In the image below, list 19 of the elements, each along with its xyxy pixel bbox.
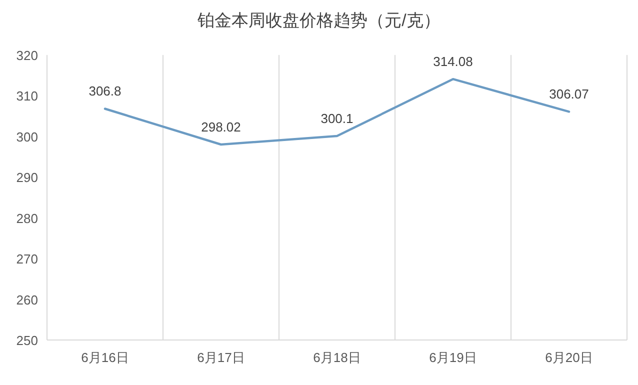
data-label: 306.8 <box>88 84 122 99</box>
y-tick-label: 250 <box>16 333 38 348</box>
y-tick-label: 310 <box>16 88 38 104</box>
x-tick-label: 6月18日 <box>313 350 361 365</box>
data-label: 300.1 <box>320 111 354 126</box>
y-tick-label: 300 <box>16 129 38 144</box>
data-label: 306.07 <box>549 86 589 102</box>
y-tick-label: 270 <box>16 252 38 267</box>
chart-title: 铂金本周收盘价格趋势（元/克） <box>196 11 440 30</box>
x-tick-label: 6月19日 <box>429 350 477 365</box>
y-tick-label: 320 <box>16 48 38 63</box>
y-tick-label: 260 <box>16 292 38 308</box>
data-label: 314.08 <box>433 54 473 70</box>
x-tick-label: 6月17日 <box>197 350 245 365</box>
y-tick-label: 280 <box>16 210 38 226</box>
y-tick-label: 290 <box>16 170 38 186</box>
data-label: 298.02 <box>201 119 241 134</box>
x-tick-label: 6月20日 <box>545 350 593 365</box>
x-tick-label: 6月16日 <box>81 350 129 365</box>
